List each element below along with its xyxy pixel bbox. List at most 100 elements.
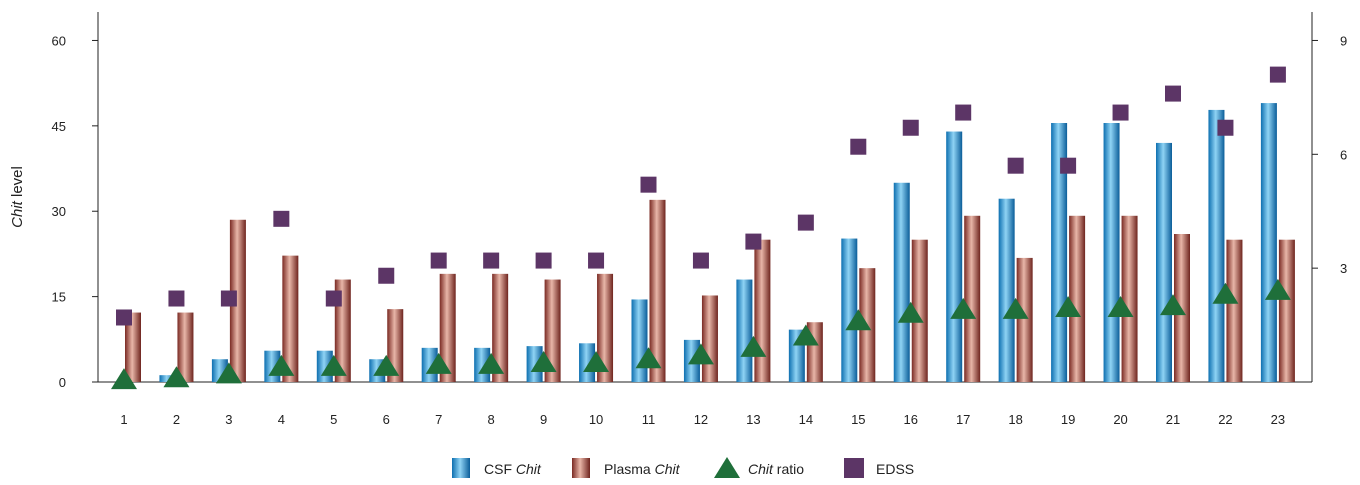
- legend-label-italic: Chit: [655, 461, 681, 477]
- csf-bar: [1260, 103, 1277, 383]
- edss-marker: [1269, 66, 1286, 83]
- plasma-bar: [177, 312, 194, 382]
- legend-label-prefix: Plasma: [604, 461, 655, 477]
- ratio-marker: [950, 297, 977, 319]
- legend-label-italic: Chit: [516, 461, 542, 477]
- legend-swatch-csf: [452, 458, 470, 478]
- y-left-tick-label: 0: [59, 375, 66, 390]
- y-left-tick-label: 30: [52, 204, 66, 219]
- legend-label-edss: EDSS: [876, 461, 914, 477]
- legend-item-plasma: Plasma Chit: [572, 458, 681, 478]
- ratio-marker: [268, 354, 295, 376]
- edss-marker: [483, 252, 500, 269]
- x-ticks: 1 2 3 4 5 6 7 8 9 10 11 12 13 14 15 16 17 18 19 20 21 22 23: [120, 412, 1285, 427]
- y-left-tick-label: 60: [52, 33, 66, 48]
- plasma-bar: [911, 239, 928, 382]
- x-tick-label: 8: [488, 412, 495, 427]
- legend-swatch-edss: [844, 458, 864, 478]
- ratio-marker: [1002, 297, 1029, 319]
- x-tick-label: 13: [746, 412, 760, 427]
- edss-marker: [168, 290, 185, 307]
- plasma-bar: [1069, 215, 1086, 382]
- ratio-marker: [845, 309, 872, 331]
- plasma-bar: [125, 312, 141, 382]
- y-axis-title-italic: Chit: [9, 200, 26, 228]
- ratio-marker: [373, 354, 400, 376]
- csf-bar: [841, 238, 858, 382]
- x-tick-label: 2: [173, 412, 180, 427]
- x-tick-label: 17: [956, 412, 970, 427]
- legend-item-csf: CSF Chit: [452, 458, 542, 478]
- x-tick-label: 21: [1166, 412, 1180, 427]
- series-edss-markers: [116, 66, 1286, 326]
- plasma-bar: [701, 295, 718, 382]
- edss-marker: [692, 252, 709, 269]
- ratio-marker: [530, 351, 557, 373]
- csf-bar: [893, 182, 910, 382]
- csf-bar: [998, 198, 1015, 382]
- x-tick-label: 9: [540, 412, 547, 427]
- y-right-ticks: 3 6 9: [1312, 33, 1347, 276]
- csf-bar: [1208, 109, 1225, 383]
- plasma-bar: [282, 255, 299, 382]
- ratio-marker: [425, 352, 452, 374]
- y-right-tick-label: 6: [1340, 147, 1347, 162]
- y-right-tick-label: 3: [1340, 261, 1347, 276]
- csf-bar: [526, 346, 543, 382]
- edss-marker: [640, 176, 657, 193]
- ratio-marker: [215, 362, 242, 384]
- x-tick-label: 11: [642, 412, 656, 427]
- edss-marker: [535, 252, 552, 269]
- edss-marker: [902, 119, 919, 136]
- x-tick-label: 7: [435, 412, 442, 427]
- x-tick-label: 1: [120, 412, 127, 427]
- edss-marker: [325, 290, 342, 307]
- y-axis-title-rest: level: [9, 166, 26, 201]
- edss-marker: [430, 252, 447, 269]
- series-csf-bars: [159, 103, 1277, 383]
- x-tick-label: 4: [278, 412, 285, 427]
- legend-label-prefix: EDSS: [876, 461, 914, 477]
- x-tick-label: 16: [904, 412, 918, 427]
- plasma-bar: [964, 215, 981, 382]
- legend-label-suffix: ratio: [773, 461, 804, 477]
- ratio-marker: [1055, 296, 1082, 317]
- plasma-bar: [1174, 234, 1190, 382]
- x-tick-label: 6: [383, 412, 390, 427]
- ratio-marker: [1160, 294, 1186, 316]
- edss-marker: [588, 252, 605, 269]
- plasma-bar: [439, 273, 456, 382]
- edss-marker: [1165, 85, 1181, 102]
- plasma-bar: [754, 239, 771, 382]
- edss-marker: [1112, 104, 1129, 121]
- x-tick-label: 15: [851, 412, 865, 427]
- x-tick-label: 19: [1061, 412, 1075, 427]
- ratio-marker: [1264, 278, 1291, 300]
- x-tick-label: 3: [225, 412, 232, 427]
- x-tick-label: 5: [330, 412, 337, 427]
- csf-bar: [631, 299, 648, 382]
- legend-label-prefix: CSF: [484, 461, 516, 477]
- series-plasma-bars: [125, 199, 1295, 382]
- x-tick-label: 20: [1113, 412, 1127, 427]
- ratio-marker: [111, 368, 137, 390]
- legend-label-csf: CSF Chit: [484, 461, 542, 477]
- ratio-marker: [792, 324, 819, 346]
- ratio-marker: [163, 366, 190, 388]
- plasma-bar: [649, 199, 666, 382]
- plasma-bar: [597, 273, 614, 382]
- x-tick-label: 12: [694, 412, 708, 427]
- legend-item-edss: EDSS: [844, 458, 914, 478]
- y-left-tick-label: 45: [52, 119, 66, 134]
- plasma-bar: [492, 273, 509, 382]
- csf-bar: [1156, 142, 1172, 382]
- csf-bar: [579, 343, 596, 382]
- x-tick-label: 14: [799, 412, 813, 427]
- ratio-marker: [1107, 296, 1134, 317]
- legend-item-ratio: Chit ratio: [714, 457, 804, 478]
- legend-swatch-plasma: [572, 458, 590, 478]
- legend-label-ratio: Chit ratio: [748, 461, 804, 477]
- x-tick-label: 23: [1271, 412, 1285, 427]
- ratio-marker: [478, 352, 505, 374]
